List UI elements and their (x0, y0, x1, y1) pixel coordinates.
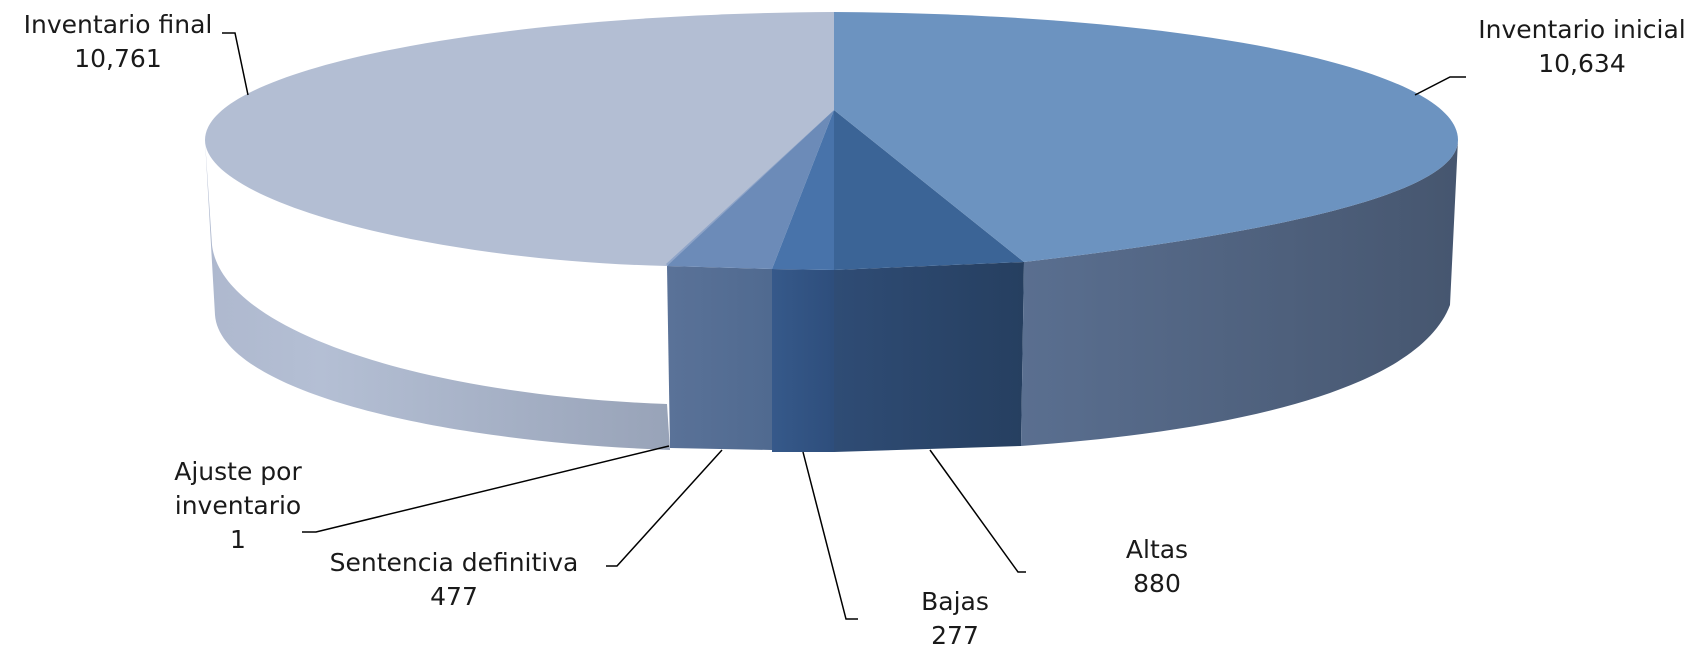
slice-inventario-inicial (834, 12, 1458, 262)
side-wall-inventario-inicial (1021, 140, 1458, 446)
leader-lines (222, 32, 1466, 620)
slice-inventario-final (205, 12, 834, 266)
pie-side-walls (205, 140, 1458, 452)
value-sentencia-definitiva: 477 (430, 582, 478, 611)
label-ajuste-por-inventario-line-2: inventario (175, 491, 301, 520)
side-wall-sentencia-definitiva (667, 266, 772, 450)
slice-bajas (772, 110, 834, 270)
side-wall-bajas (772, 269, 834, 452)
value-ajuste-por-inventario: 1 (230, 525, 246, 554)
value-altas: 880 (1133, 569, 1181, 598)
value-inventario-final: 10,761 (74, 44, 161, 73)
leader-line-altas (929, 449, 1026, 573)
leader-line-sentencia-definitiva (606, 449, 723, 567)
leader-line-inventario-final (222, 32, 249, 96)
leader-line-bajas (802, 451, 858, 620)
label-bajas: Bajas (921, 587, 989, 616)
slice-sentencia-definitiva (667, 110, 834, 269)
pie-top-face (205, 12, 1458, 270)
label-sentencia-definitiva: Sentencia definitiva (330, 548, 579, 577)
value-inventario-inicial: 10,634 (1538, 49, 1625, 78)
value-bajas: 277 (931, 621, 979, 648)
label-ajuste-por-inventario-line-1: Ajuste por (174, 457, 302, 486)
slice-altas (834, 110, 1024, 270)
side-wall-altas (834, 262, 1024, 452)
label-altas: Altas (1126, 535, 1188, 564)
leader-line-ajuste-por-inventario (302, 445, 670, 533)
label-inventario-inicial: Inventario inicial (1478, 15, 1686, 44)
side-wall-inventario-final (205, 140, 670, 450)
slice-ajuste-por-inventario (666, 110, 834, 266)
leader-line-inventario-inicial (1414, 76, 1466, 96)
label-inventario-final: Inventario final (24, 10, 213, 39)
data-labels: Inventario final 10,761 Inventario inici… (24, 10, 1686, 648)
